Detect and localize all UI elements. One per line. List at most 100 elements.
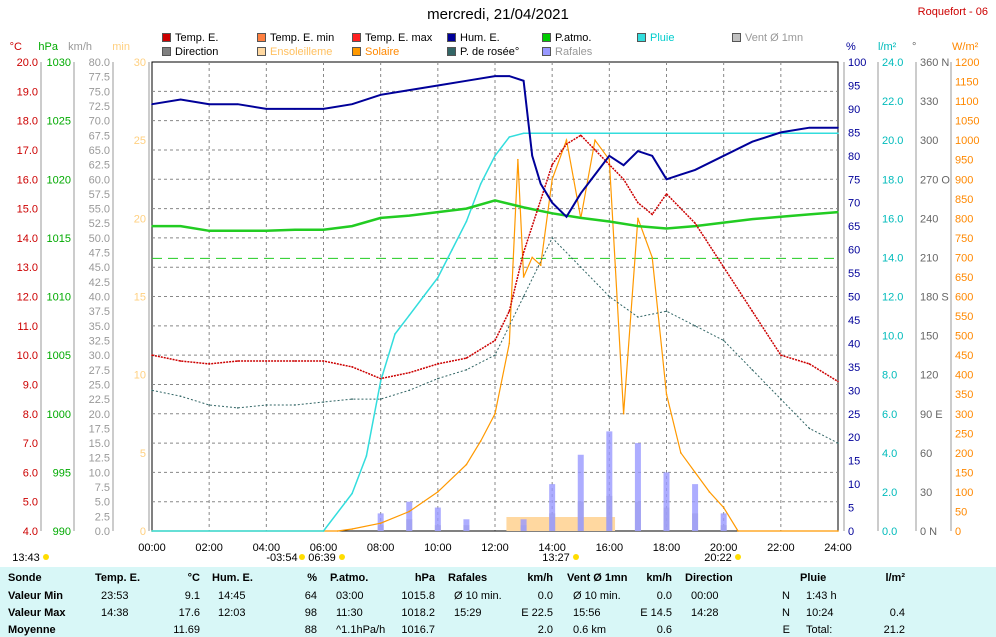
stats-cell: 00:00: [691, 590, 719, 602]
legend-swatch: [162, 47, 171, 56]
series-point-tempe: [265, 360, 268, 362]
series-point-pderose: [837, 442, 839, 444]
legend-swatch: [732, 33, 741, 42]
legend-item: P. de rosée°: [447, 46, 519, 58]
legend-item: Temp. E. min: [257, 32, 334, 44]
sun-marker: [339, 554, 345, 560]
series-point-pderose: [722, 339, 725, 342]
tick-label-rain: 14.0: [882, 252, 903, 264]
legend-swatch: [257, 47, 266, 56]
series-point-patmo: [408, 214, 411, 217]
tick-label-time: 14:00: [538, 542, 566, 554]
series-point-pderose: [408, 389, 411, 392]
axis-unit-dir: °: [912, 41, 916, 53]
tick-label-press: 1030: [47, 57, 71, 69]
legend-item: Direction: [162, 46, 218, 58]
tick-label-hum: 90: [848, 104, 860, 116]
tick-label-time: 04:00: [253, 542, 281, 554]
series-point-patmo: [665, 227, 668, 230]
tick-label-solar: 250: [955, 428, 973, 440]
tick-label-wind: 35.0: [89, 321, 110, 333]
stats-cell: Total:: [806, 624, 833, 636]
series-point-pluie: [437, 276, 439, 279]
series-point-tempe: [494, 339, 496, 342]
tick-label-wind: 45.0: [89, 262, 110, 274]
series-point-hume: [151, 103, 153, 106]
series-point-tempe: [608, 163, 611, 166]
axis-unit-solar: W/m²: [952, 41, 979, 53]
tick-label-solar: 50: [955, 506, 967, 518]
series-point-patmo: [579, 217, 582, 219]
tick-label-wind: 47.5: [89, 248, 110, 260]
tick-label-press: 1010: [47, 292, 71, 304]
tick-label-wind: 27.5: [89, 365, 110, 377]
tick-label-wind: 0.0: [95, 526, 110, 538]
stats-cell: 14:28: [691, 607, 719, 619]
tick-label-temp: 11.0: [17, 321, 38, 333]
tick-label-hum: 50: [848, 292, 860, 304]
tick-label-dir: 360 N: [920, 57, 949, 69]
series-point-hume: [379, 94, 382, 96]
series-point-solaire: [594, 139, 596, 141]
tick-label-temp: 7.0: [23, 438, 38, 450]
tick-label-press: 990: [53, 526, 71, 538]
tick-label-wind: 20.0: [89, 409, 110, 421]
legend-swatch: [447, 47, 456, 56]
series-point-pderose: [322, 401, 325, 403]
legend-swatch: [352, 47, 361, 56]
series-point-patmo: [465, 207, 468, 210]
series-point-solaire: [722, 506, 725, 509]
series-point-patmo: [494, 199, 496, 202]
tick-label-dir: 150: [920, 331, 938, 343]
stats-header: Rafales: [448, 572, 488, 584]
series-point-tempe: [379, 377, 382, 380]
stats-unit: hPa: [414, 572, 435, 584]
tick-label-dir: 30: [920, 487, 932, 499]
series-point-hume: [539, 183, 542, 185]
stats-unit: km/h: [646, 572, 672, 584]
tick-label-solar: 1050: [955, 116, 979, 128]
stats-value: 11.69: [173, 624, 200, 636]
series-point-pderose: [608, 295, 611, 298]
tick-label-wind: 75.0: [89, 86, 110, 98]
series-point-pluie: [479, 183, 482, 185]
stats-cell: 14:38: [101, 607, 129, 619]
tick-label-solar: 650: [955, 272, 973, 284]
tick-label-temp: 12.0: [17, 292, 38, 304]
series-point-patmo: [151, 225, 153, 227]
tick-label-temp: 20.0: [17, 57, 38, 69]
series-point-pluie: [608, 132, 611, 135]
series-point-patmo: [294, 228, 296, 231]
tick-label-solar: 500: [955, 331, 973, 343]
legend-label: P.atmo.: [555, 32, 592, 44]
series-point-tempe: [665, 193, 668, 195]
series-point-hume: [622, 164, 625, 166]
tick-label-temp: 18.0: [17, 116, 38, 128]
tick-label-solar: 200: [955, 448, 973, 460]
stats-cell: 10:24: [806, 607, 834, 619]
tick-label-dir: 330: [920, 96, 938, 108]
series-point-patmo: [437, 211, 439, 213]
series-point-pluie: [379, 380, 382, 382]
tick-label-hum: 70: [848, 198, 860, 210]
tick-label-solar: 0: [955, 526, 961, 538]
series-point-tempe: [694, 222, 696, 225]
series-point-pderose: [780, 398, 782, 400]
stats-value: N: [782, 607, 790, 619]
series-point-patmo: [351, 225, 353, 227]
series-point-tempe: [151, 354, 153, 356]
legend-swatch: [352, 33, 361, 42]
tick-label-rain: 22.0: [882, 96, 903, 108]
series-point-pderose: [151, 389, 153, 392]
series-point-solaire: [637, 217, 639, 220]
axis-unit-min: min: [112, 41, 130, 53]
series-point-hume: [651, 155, 654, 157]
tick-label-hum: 75: [848, 174, 860, 186]
tick-label-temp: 9.0: [23, 379, 38, 391]
series-point-hume: [751, 140, 754, 143]
series-point-patmo: [208, 230, 210, 232]
tick-label-press: 995: [53, 467, 71, 479]
series-point-pderose: [179, 395, 182, 397]
tick-label-wind: 62.5: [89, 160, 110, 172]
stats-value: 0.0: [537, 590, 553, 602]
